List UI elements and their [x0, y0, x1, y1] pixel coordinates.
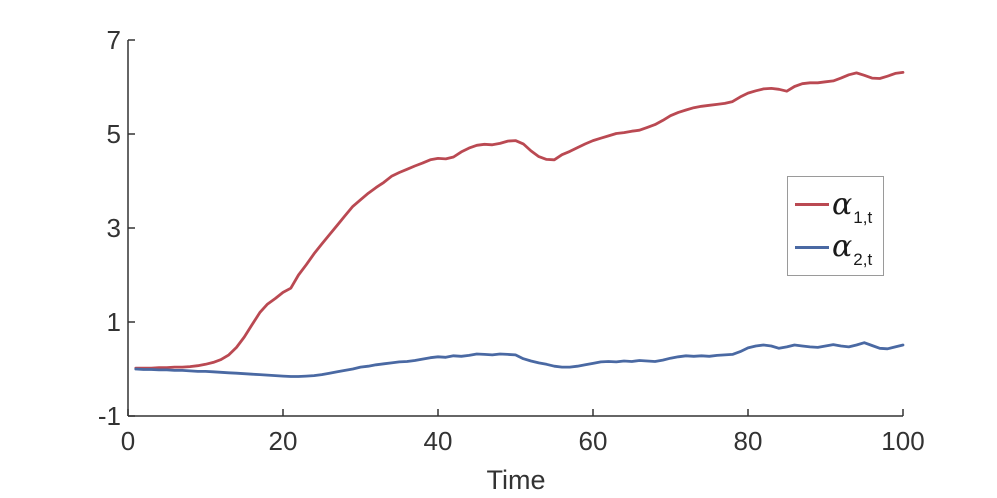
- y-tick-label: 1: [107, 307, 121, 337]
- x-tick-label: 40: [424, 426, 453, 456]
- y-tick-label: 3: [107, 213, 121, 243]
- legend-item-alpha1: α1,t: [795, 186, 883, 227]
- legend-label-alpha1: α1,t: [832, 186, 873, 227]
- legend: α1,t α2,t: [787, 176, 884, 276]
- x-tick-label: 60: [579, 426, 608, 456]
- y-tick-label: -1: [98, 401, 121, 431]
- x-tick-label: 0: [121, 426, 135, 456]
- y-ticks: -1 1 3 5 7: [98, 25, 135, 431]
- legend-subscript-alpha2: 2,t: [853, 250, 873, 270]
- legend-item-alpha2: α2,t: [795, 229, 883, 270]
- series-lines: [134, 71, 905, 378]
- x-axis-label: Time: [487, 465, 546, 495]
- legend-subscript-alpha1: 1,t: [853, 207, 873, 227]
- y-tick-label: 7: [107, 25, 121, 55]
- series-line-alpha_1_t: [134, 71, 905, 370]
- x-tick-label: 80: [734, 426, 763, 456]
- x-tick-label: 20: [269, 426, 298, 456]
- legend-label-alpha2: α2,t: [832, 229, 873, 270]
- legend-swatch-alpha1: [795, 203, 829, 207]
- x-tick-label: 100: [881, 426, 924, 456]
- series-line-alpha_2_t: [134, 341, 905, 378]
- x-ticks: 0 20 40 60 80 100: [121, 409, 925, 456]
- y-tick-label: 5: [107, 119, 121, 149]
- legend-swatch-alpha2: [795, 245, 829, 249]
